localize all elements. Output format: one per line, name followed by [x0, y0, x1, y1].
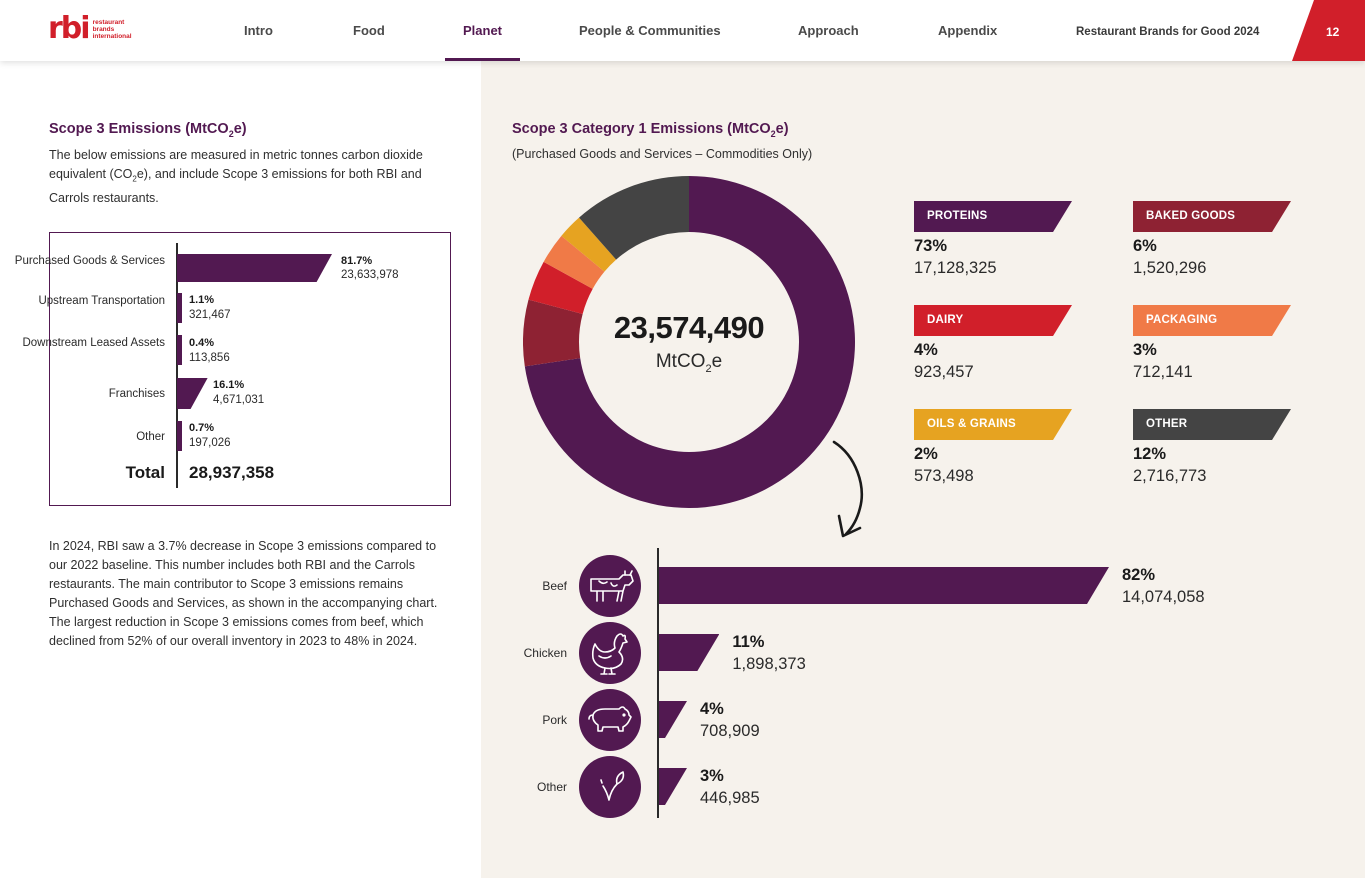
- logo-wordmark: restaurant brands international: [92, 18, 132, 40]
- commodity-chart-axis: [657, 548, 659, 818]
- nav-item-appendix[interactable]: Appendix: [938, 23, 998, 38]
- commodity-val-pork: 708,909: [700, 722, 760, 740]
- donut-unit: MtCO2e: [655, 351, 723, 375]
- commodity-label-other: Other: [536, 780, 567, 794]
- category-val-baked-goods: 1,520,296: [1133, 259, 1207, 277]
- top-nav-bar: rbi restaurant brands international Intr…: [0, 0, 1365, 61]
- donut-slice-oils-grains: [561, 217, 617, 272]
- commodity-label-pork: Pork: [542, 713, 567, 727]
- pig-icon: [579, 689, 641, 751]
- s3-bar-downstream-leased-assets: [177, 335, 182, 365]
- nav-item-approach[interactable]: Approach: [798, 23, 859, 38]
- donut-slice-baked-goods: [523, 299, 583, 367]
- category-pct-packaging: 3%: [1133, 341, 1157, 359]
- scope3-body-text: In 2024, RBI saw a 3.7% decrease in Scop…: [49, 539, 438, 648]
- page-number: 12: [1326, 25, 1340, 39]
- s3-bar-upstream-transportation: [177, 293, 182, 323]
- category-pct-oils-grains: 2%: [914, 445, 938, 463]
- logo-mark: rbi: [48, 11, 91, 46]
- s3-pct-purchased-goods: 81.7%: [341, 255, 373, 267]
- s3-pct-franchises: 16.1%: [213, 379, 245, 391]
- scope3-chart-axis: [176, 243, 178, 488]
- commodity-val-beef: 14,074,058: [1122, 588, 1205, 606]
- s3-bar-other: [177, 421, 182, 451]
- commodity-val-chicken: 1,898,373: [732, 655, 806, 673]
- scope3-intro-text: The below emissions are measured in metr…: [49, 148, 423, 205]
- s3-total-value: 28,937,358: [189, 463, 275, 482]
- commodity-label-beef: Beef: [542, 579, 567, 593]
- category-val-oils-grains: 573,498: [914, 467, 974, 485]
- donut-slice-packaging: [543, 235, 605, 289]
- s3-pct-other: 0.7%: [189, 422, 215, 434]
- commodity-pct-pork: 4%: [700, 700, 724, 718]
- category-val-proteins: 17,128,325: [914, 259, 997, 277]
- rbi-logo[interactable]: rbi restaurant brands international: [48, 14, 132, 44]
- category-val-dairy: 923,457: [914, 363, 974, 381]
- category-tag-proteins: PROTEINS: [914, 201, 1072, 232]
- category1-donut-chart: [523, 176, 855, 508]
- commodity-label-chicken: Chicken: [523, 646, 567, 660]
- commodity-pct-other: 3%: [700, 767, 724, 785]
- category-pct-dairy: 4%: [914, 341, 938, 359]
- s3-total-label: Total: [125, 463, 165, 482]
- donut-center-label: 23,574,490 MtCO2e: [523, 308, 855, 383]
- s3-label-upstream-transportation: Upstream Transportation: [38, 295, 165, 307]
- s3-bar-purchased-goods: [177, 254, 332, 282]
- scope3-title: Scope 3 Emissions (MtCO2e): [49, 121, 247, 139]
- report-title-link[interactable]: Restaurant Brands for Good 2024: [1076, 26, 1260, 38]
- s3-val-franchises: 4,671,031: [213, 394, 265, 406]
- donut-slice-dairy: [528, 261, 593, 314]
- s3-label-franchises: Franchises: [108, 388, 165, 400]
- category-pct-baked-goods: 6%: [1133, 237, 1157, 255]
- donut-slice-proteins: [524, 176, 855, 508]
- category1-title: Scope 3 Category 1 Emissions (MtCO2e): [512, 121, 789, 139]
- cow-icon: [579, 555, 641, 617]
- scope3-chart-frame: [49, 232, 451, 506]
- category-tag-dairy: DAIRY: [914, 305, 1072, 336]
- category-tag-baked-goods: BAKED GOODS: [1133, 201, 1291, 232]
- s3-val-other: 197,026: [189, 437, 231, 449]
- commodity-val-other: 446,985: [700, 789, 760, 807]
- category-tag-packaging: PACKAGING: [1133, 305, 1291, 336]
- donut-slice-other: [579, 176, 689, 260]
- donut-total-value: 23,574,490: [613, 310, 765, 345]
- curved-arrow-icon: [832, 440, 863, 538]
- nav-item-people-communities[interactable]: People & Communities: [579, 23, 721, 38]
- commodity-bar-beef: [659, 567, 1109, 604]
- commodity-pct-chicken: 11%: [732, 633, 765, 651]
- s3-label-downstream-leased-assets: Downstream Leased Assets: [22, 337, 165, 349]
- chicken-icon: [579, 622, 641, 684]
- sprout-icon: [579, 756, 641, 818]
- nav-item-food[interactable]: Food: [353, 23, 385, 38]
- category-tag-oils-grains: OILS & GRAINS: [914, 409, 1072, 440]
- category-val-packaging: 712,141: [1133, 363, 1193, 381]
- s3-pct-downstream-leased-assets: 0.4%: [189, 337, 215, 349]
- category-pct-proteins: 73%: [914, 237, 948, 255]
- s3-val-purchased-goods: 23,633,978: [341, 269, 399, 281]
- nav-item-intro[interactable]: Intro: [244, 23, 273, 38]
- commodity-pct-beef: 82%: [1122, 566, 1156, 584]
- category-tag-other: OTHER: [1133, 409, 1291, 440]
- category-pct-other: 12%: [1133, 445, 1167, 463]
- s3-pct-upstream-transportation: 1.1%: [189, 294, 215, 306]
- nav-item-planet[interactable]: Planet: [444, 0, 521, 61]
- s3-label-purchased-goods: Purchased Goods & Services: [14, 255, 165, 267]
- category-val-other: 2,716,773: [1133, 467, 1207, 485]
- category1-subtitle: (Purchased Goods and Services – Commodit…: [512, 147, 813, 161]
- s3-label-other: Other: [136, 431, 165, 443]
- s3-val-downstream-leased-assets: 113,856: [189, 352, 230, 364]
- s3-val-upstream-transportation: 321,467: [189, 309, 231, 321]
